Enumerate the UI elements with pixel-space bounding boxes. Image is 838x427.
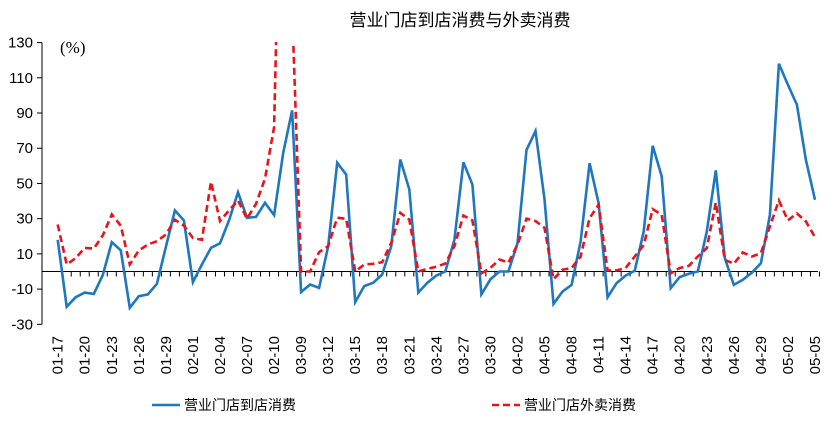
x-tick-label: 03-24	[428, 336, 445, 374]
y-tick-label: 90	[16, 105, 33, 122]
x-tick-label: 03-15	[347, 336, 364, 374]
x-tick-label: 01-26	[131, 336, 148, 374]
x-tick-label: 01-23	[104, 336, 121, 374]
x-tick-label: 04-08	[564, 336, 581, 374]
y-tick-label: 130	[8, 35, 33, 52]
x-tick-label: 03-18	[374, 336, 391, 374]
x-tick-label: 04-11	[591, 336, 608, 373]
x-tick-label: 05-05	[807, 336, 824, 374]
x-tick-label: 02-07	[239, 336, 256, 374]
y-axis-unit: (%)	[60, 38, 85, 57]
x-tick-label: 04-20	[672, 336, 689, 374]
x-tick-label: 02-01	[185, 336, 202, 374]
y-tick-label: -10	[11, 281, 33, 298]
legend: 营业门店到店消费 营业门店外卖消费	[152, 398, 636, 414]
x-tick-label: 04-29	[753, 336, 770, 374]
x-tick-label: 04-02	[509, 336, 526, 374]
x-tick-label: 02-10	[266, 336, 283, 374]
x-tick-label: 03-09	[293, 336, 310, 374]
series-line-takeout	[56, 42, 817, 282]
legend-label: 营业门店到店消费	[184, 398, 296, 414]
x-tick-label: 03-27	[455, 336, 472, 374]
x-tick-label: 01-29	[158, 336, 175, 374]
x-tick-label: 02-04	[212, 336, 229, 374]
y-tick-label: 30	[16, 211, 33, 228]
x-tick-label: 05-02	[780, 336, 797, 374]
x-tick-label: 01-17	[50, 336, 67, 374]
x-tick-label: 04-14	[618, 336, 635, 374]
y-tick-label: 70	[16, 140, 33, 157]
y-tick-label: 110	[9, 70, 33, 87]
legend-label: 营业门店外卖消费	[524, 398, 636, 414]
x-tick-label: 04-17	[645, 336, 662, 374]
series-line-dine-in	[56, 63, 817, 311]
x-tick-label: 03-12	[320, 336, 337, 374]
x-tick-label: 04-26	[726, 336, 743, 374]
y-tick-label: 10	[16, 246, 33, 263]
x-tick-label: 03-21	[401, 336, 418, 374]
x-tick-label: 01-20	[77, 336, 94, 374]
chart-title: 营业门店到店消费与外卖消费	[350, 11, 571, 31]
y-tick-label: -30	[11, 316, 33, 333]
x-tick-label: 03-30	[482, 336, 499, 374]
x-tick-label: 04-05	[537, 336, 554, 374]
x-tick-label: 04-23	[699, 336, 716, 374]
y-tick-label: 50	[16, 175, 33, 192]
